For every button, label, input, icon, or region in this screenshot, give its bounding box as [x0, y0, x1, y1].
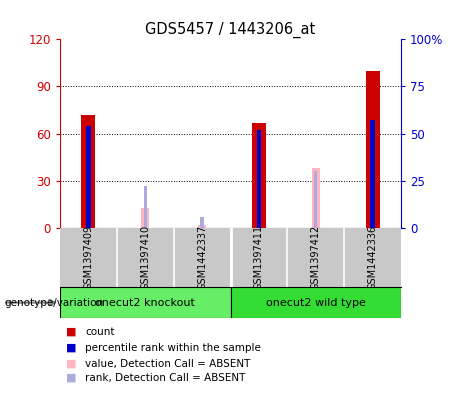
Text: GDS5457 / 1443206_at: GDS5457 / 1443206_at	[145, 22, 316, 38]
Text: GSM1397410: GSM1397410	[140, 225, 150, 290]
Bar	[366, 71, 380, 228]
Bar	[230, 287, 401, 318]
Bar	[370, 120, 375, 228]
Bar	[86, 126, 91, 228]
Bar	[60, 287, 230, 318]
Text: rank, Detection Call = ABSENT: rank, Detection Call = ABSENT	[85, 373, 246, 383]
Text: onecut2 wild type: onecut2 wild type	[266, 298, 366, 308]
Text: value, Detection Call = ABSENT: value, Detection Call = ABSENT	[85, 358, 251, 369]
Text: onecut2 knockout: onecut2 knockout	[95, 298, 195, 308]
Bar	[312, 168, 320, 228]
Bar	[143, 186, 147, 228]
Text: GSM1397411: GSM1397411	[254, 225, 264, 290]
Text: ■: ■	[66, 373, 77, 383]
Text: GSM1442337: GSM1442337	[197, 225, 207, 290]
Bar	[141, 208, 149, 228]
Bar	[257, 130, 261, 228]
Text: count: count	[85, 327, 115, 337]
Text: GSM1397412: GSM1397412	[311, 225, 321, 290]
Bar	[314, 171, 318, 228]
Text: ■: ■	[66, 358, 77, 369]
Text: genotype/variation: genotype/variation	[5, 298, 104, 308]
Bar	[201, 217, 204, 228]
Text: ■: ■	[66, 343, 77, 353]
Bar	[81, 115, 95, 228]
Text: GSM1397409: GSM1397409	[83, 225, 94, 290]
Bar	[198, 225, 207, 228]
Text: percentile rank within the sample: percentile rank within the sample	[85, 343, 261, 353]
Bar	[252, 123, 266, 228]
Text: ■: ■	[66, 327, 77, 337]
Text: GSM1442336: GSM1442336	[367, 225, 378, 290]
